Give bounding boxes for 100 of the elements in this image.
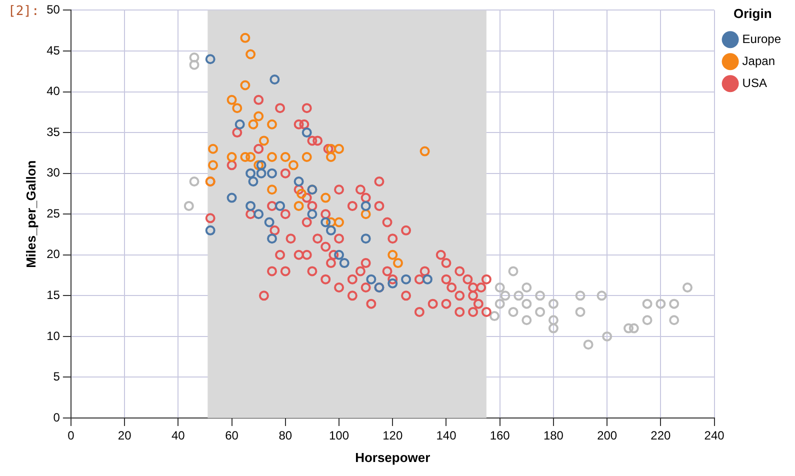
point <box>307 209 318 220</box>
point <box>500 290 510 301</box>
point <box>494 282 505 293</box>
x-tick-label: 20 <box>118 428 132 443</box>
point <box>366 274 376 284</box>
point <box>642 298 652 309</box>
x-tick-label: 160 <box>490 428 510 443</box>
y-tick-label: 50 <box>46 2 60 17</box>
point <box>360 200 371 211</box>
x-tick-label: 0 <box>68 428 75 443</box>
point <box>360 209 371 220</box>
y-tick-label: 10 <box>46 328 60 343</box>
point <box>535 290 546 301</box>
point <box>388 278 398 288</box>
point <box>288 160 298 170</box>
point <box>548 315 558 326</box>
y-tick-label: 20 <box>46 247 60 262</box>
point <box>624 323 634 334</box>
point <box>422 274 432 284</box>
point <box>669 315 680 326</box>
point <box>320 192 331 203</box>
point <box>208 160 218 170</box>
point <box>302 128 312 138</box>
point <box>266 152 277 162</box>
point <box>205 225 216 236</box>
point <box>184 200 194 211</box>
point <box>326 217 336 228</box>
point <box>628 323 639 334</box>
point <box>275 200 286 211</box>
point <box>246 49 256 60</box>
point <box>535 306 546 317</box>
point <box>522 315 532 326</box>
point <box>602 331 612 342</box>
point <box>264 217 274 228</box>
x-tick-label: 200 <box>597 428 618 443</box>
point <box>489 311 500 322</box>
point <box>256 168 266 178</box>
point <box>334 217 344 228</box>
point <box>226 192 237 203</box>
point <box>266 119 277 130</box>
point <box>266 168 277 178</box>
point <box>401 274 412 284</box>
point <box>256 160 266 170</box>
point <box>642 315 652 326</box>
x-tick-label: 240 <box>704 428 725 443</box>
y-tick-label: 30 <box>46 166 60 180</box>
point <box>189 52 200 63</box>
point <box>248 176 258 186</box>
point <box>226 94 237 105</box>
x-tick-label: 40 <box>171 428 186 443</box>
point <box>334 144 344 154</box>
point <box>240 32 250 43</box>
point <box>420 146 430 156</box>
point <box>514 290 524 301</box>
y-tick-label: 35 <box>46 124 60 139</box>
x-tick-label: 60 <box>225 428 239 443</box>
text: [2]: <box>8 4 40 19</box>
point <box>266 234 277 244</box>
point <box>246 200 256 211</box>
legend-title: Origin <box>734 6 772 22</box>
point <box>326 152 336 162</box>
point <box>246 168 256 178</box>
x-tick-label: 120 <box>382 428 403 443</box>
point <box>656 298 666 309</box>
y-tick-label: 40 <box>46 84 60 98</box>
y-tick-label: 0 <box>53 410 60 424</box>
point <box>270 74 280 85</box>
point <box>226 152 237 162</box>
legend-label: Europe <box>742 32 782 46</box>
point <box>189 176 200 186</box>
point <box>240 152 250 162</box>
y-tick-label: 25 <box>46 206 60 220</box>
point <box>522 298 532 309</box>
point <box>334 250 344 260</box>
point <box>575 306 586 317</box>
point <box>302 152 312 162</box>
point <box>360 234 371 244</box>
point <box>280 152 290 162</box>
point <box>254 209 264 220</box>
point <box>294 200 304 211</box>
y-tick-label: 15 <box>46 288 60 302</box>
point <box>234 119 245 130</box>
point <box>682 282 692 293</box>
point <box>494 298 505 309</box>
point <box>508 266 518 276</box>
point <box>326 225 336 236</box>
point <box>596 290 607 301</box>
point <box>548 298 558 309</box>
point <box>258 136 269 146</box>
point <box>189 60 200 70</box>
legend-label: Japan <box>742 54 776 68</box>
x-tick-label: 80 <box>278 428 292 443</box>
point <box>240 80 250 90</box>
point <box>254 160 264 170</box>
legend-label: USA <box>742 76 767 90</box>
point <box>669 298 680 309</box>
x-axis-title: Horsepower <box>355 450 430 465</box>
x-tick-label: 100 <box>328 428 350 443</box>
point <box>294 176 304 186</box>
x-tick-label: 220 <box>650 428 672 443</box>
